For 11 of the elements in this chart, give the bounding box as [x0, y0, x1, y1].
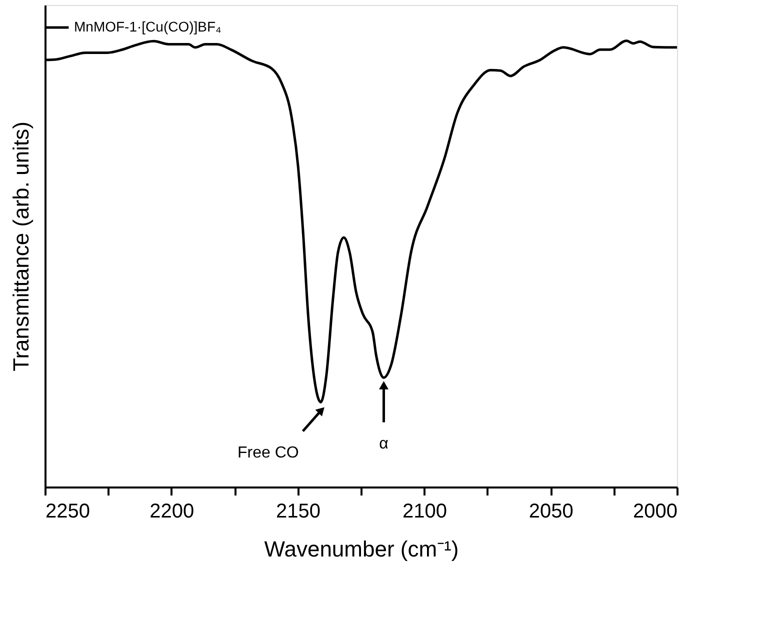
x-tick-label: 2050: [528, 500, 574, 522]
x-tick-label: 2100: [402, 500, 447, 522]
x-tick-label: 2000: [633, 500, 678, 522]
x-tick-label: 2150: [276, 500, 321, 522]
x-axis-title: Wavenumber (cm⁻¹): [264, 536, 459, 562]
annotation: Free CO: [238, 444, 299, 462]
x-tick-label: 2250: [46, 500, 90, 522]
y-axis-title: Transmittance (arb. units): [8, 122, 34, 372]
x-tick-label: 2200: [150, 500, 194, 522]
annotation: α: [379, 436, 388, 453]
legend-label: MnMOF-1·[Cu(CO)]BF₄: [74, 18, 222, 34]
